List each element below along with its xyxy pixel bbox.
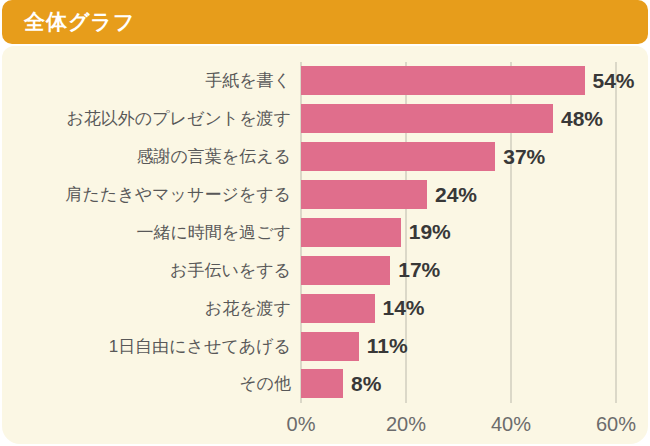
bar-row: その他 8% [2,365,648,403]
bar [301,142,495,171]
bar [301,332,359,361]
category-label: 手紙を書く [2,69,301,92]
page-title: 全体グラフ [24,8,135,36]
category-label: その他 [2,372,301,395]
value-label: 17% [398,258,440,282]
bar [301,218,401,247]
value-label: 54% [593,69,635,93]
bar-row: 感謝の言葉を伝える 37% [2,138,648,176]
bar [301,256,390,285]
bar [301,369,343,398]
chart-card: 手紙を書く 54% お花以外のプレゼントを渡す 48% 感謝の言葉を伝える 37% 肩たたき… [2,46,648,444]
bar-rows: 手紙を書く 54% お花以外のプレゼントを渡す 48% 感謝の言葉を伝える 37% 肩たたき… [2,62,648,403]
category-label: 感謝の言葉を伝える [2,145,301,168]
category-label: お手伝いをする [2,259,301,282]
x-tick-label: 40% [491,413,531,436]
x-tick-label: 60% [596,413,636,436]
category-label: お花を渡す [2,297,301,320]
bar [301,66,585,95]
bar [301,294,375,323]
category-label: 1日自由にさせてあげる [2,335,301,358]
bar-row: お手伝いをする 17% [2,251,648,289]
x-tick-label: 0% [287,413,316,436]
bar-row: お花以外のプレゼントを渡す 48% [2,100,648,138]
value-label: 24% [435,183,477,207]
x-axis: 0%20%40%60% [301,413,631,439]
category-label: お花以外のプレゼントを渡す [2,107,301,130]
bar [301,180,427,209]
value-label: 11% [367,334,408,358]
bar [301,104,553,133]
bar-row: 一緒に時間を過ごす 19% [2,214,648,252]
bar-row: お花を渡す 14% [2,289,648,327]
value-label: 37% [503,145,545,169]
chart-header: 全体グラフ [2,0,648,44]
bar-row: 1日自由にさせてあげる 11% [2,327,648,365]
value-label: 48% [561,107,603,131]
category-label: 一緒に時間を過ごす [2,221,301,244]
value-label: 19% [409,220,451,244]
category-label: 肩たたきやマッサージをする [2,183,301,206]
bar-row: 手紙を書く 54% [2,62,648,100]
value-label: 8% [351,372,381,396]
value-label: 14% [383,296,425,320]
x-tick-label: 20% [386,413,426,436]
bar-row: 肩たたきやマッサージをする 24% [2,176,648,214]
